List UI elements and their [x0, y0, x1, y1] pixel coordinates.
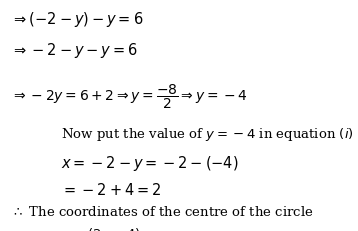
Text: $\Rightarrow (-2-y)-y=6$: $\Rightarrow (-2-y)-y=6$	[11, 10, 143, 29]
Text: $\Rightarrow -2-y-y=6$: $\Rightarrow -2-y-y=6$	[11, 40, 137, 59]
Text: $x=-2-y=-2-(-4)$: $x=-2-y=-2-(-4)$	[61, 154, 238, 173]
Text: $\therefore$ The coordinates of the centre of the circle: $\therefore$ The coordinates of the cent…	[11, 204, 313, 218]
Text: $\Rightarrow -2y=6+2\Rightarrow y=\dfrac{-8}{2}\Rightarrow y=-4$: $\Rightarrow -2y=6+2\Rightarrow y=\dfrac…	[11, 82, 247, 110]
Text: $=-2+4=2$: $=-2+4=2$	[61, 181, 161, 197]
Text: are $(2,\,-4)$: are $(2,\,-4)$	[61, 225, 140, 231]
Text: Now put the value of $y=-4$ in equation $(i)$: Now put the value of $y=-4$ in equation …	[61, 126, 354, 143]
